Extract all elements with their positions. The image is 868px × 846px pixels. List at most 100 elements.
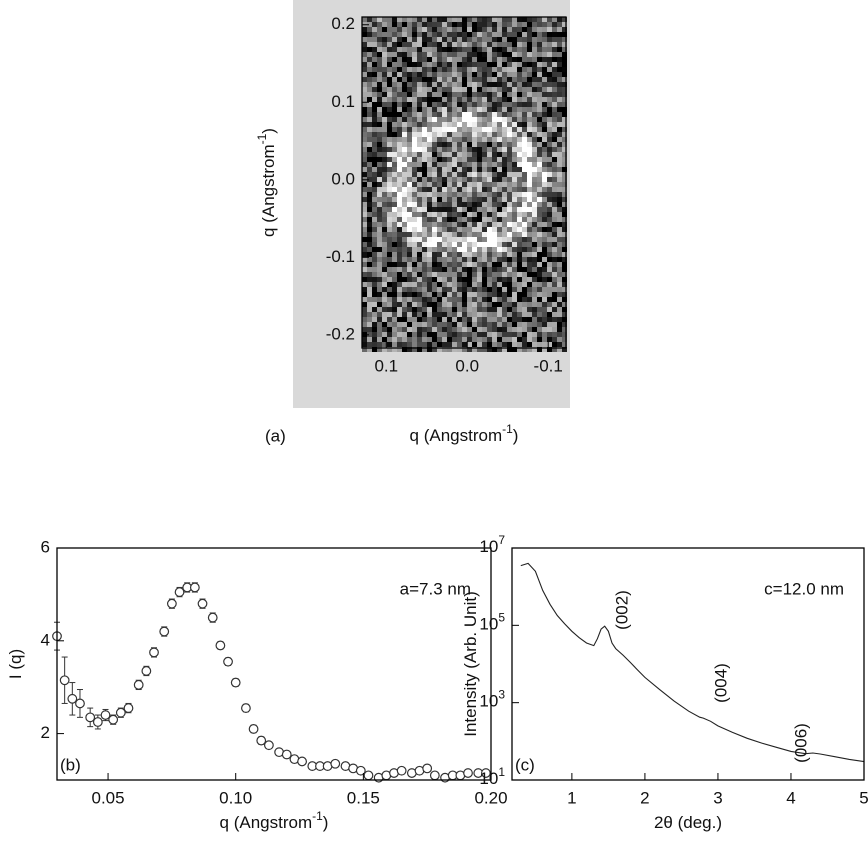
pixel xyxy=(417,312,422,317)
pixel xyxy=(407,317,412,322)
pixel xyxy=(552,247,557,252)
pixel xyxy=(387,272,392,277)
pixel xyxy=(542,172,547,177)
pixel xyxy=(557,287,562,292)
pixel xyxy=(477,142,482,147)
pixel xyxy=(547,192,552,197)
pixel xyxy=(362,227,367,232)
pixel xyxy=(547,312,552,317)
pixel xyxy=(492,162,497,167)
pixel xyxy=(542,157,547,162)
pixel xyxy=(552,17,557,22)
pixel xyxy=(412,92,417,97)
pixel xyxy=(487,177,492,182)
pixel xyxy=(547,332,552,337)
pixel xyxy=(537,192,542,197)
pixel xyxy=(507,207,512,212)
pixel xyxy=(477,157,482,162)
pixel xyxy=(362,212,367,217)
pixel xyxy=(457,92,462,97)
y-tick-label: -0.2 xyxy=(326,324,355,343)
pixel xyxy=(527,252,532,257)
pixel xyxy=(512,22,517,27)
pixel xyxy=(532,67,537,72)
pixel xyxy=(422,317,427,322)
pixel xyxy=(482,192,487,197)
pixel xyxy=(482,282,487,287)
pixel xyxy=(512,197,517,202)
pixel xyxy=(407,167,412,172)
pixel xyxy=(442,217,447,222)
pixel xyxy=(512,47,517,52)
pixel xyxy=(512,112,517,117)
x-tick-label: 0.1 xyxy=(374,356,398,375)
point xyxy=(123,703,134,713)
pixel xyxy=(492,157,497,162)
pixel xyxy=(537,232,542,237)
pixel xyxy=(442,322,447,327)
pixel xyxy=(532,302,537,307)
pixel xyxy=(492,262,497,267)
pixel xyxy=(512,347,517,352)
pixel xyxy=(517,17,522,22)
pixel xyxy=(547,267,552,272)
pixel xyxy=(432,152,437,157)
pixel xyxy=(447,127,452,132)
pixel xyxy=(477,322,482,327)
pixel xyxy=(362,82,367,87)
pixel xyxy=(397,32,402,37)
pixel xyxy=(502,82,507,87)
pixel xyxy=(367,97,372,102)
pixel xyxy=(457,202,462,207)
pixel xyxy=(382,257,387,262)
pixel xyxy=(372,342,377,347)
pixel xyxy=(467,157,472,162)
pixel xyxy=(532,222,537,227)
pixel xyxy=(412,52,417,57)
point xyxy=(149,647,159,658)
pixel xyxy=(507,27,512,32)
pixel xyxy=(427,302,432,307)
pixel xyxy=(497,32,502,37)
pixel xyxy=(377,277,382,282)
pixel xyxy=(532,132,537,137)
pixel xyxy=(467,152,472,157)
pixel xyxy=(497,272,502,277)
pixel xyxy=(512,222,517,227)
pixel xyxy=(472,327,477,332)
pixel xyxy=(407,72,412,77)
pixel xyxy=(397,67,402,72)
pixel xyxy=(472,192,477,197)
pixel xyxy=(532,242,537,247)
pixel xyxy=(537,317,542,322)
pixel xyxy=(487,127,492,132)
pixel xyxy=(552,147,557,152)
pixel xyxy=(462,22,467,27)
pixel xyxy=(377,312,382,317)
pixel xyxy=(492,282,497,287)
pixel xyxy=(442,182,447,187)
pixel xyxy=(402,267,407,272)
pixel xyxy=(547,112,552,117)
pixel xyxy=(562,147,567,152)
pixel xyxy=(482,247,487,252)
pixel xyxy=(387,262,392,267)
pixel xyxy=(552,142,557,147)
pixel xyxy=(442,232,447,237)
pixel xyxy=(402,222,407,227)
pixel xyxy=(462,72,467,77)
pixel xyxy=(552,182,557,187)
pixel xyxy=(527,162,532,167)
pixel xyxy=(382,137,387,142)
pixel xyxy=(387,237,392,242)
pixel xyxy=(542,257,547,262)
pixel xyxy=(417,32,422,37)
pixel xyxy=(442,312,447,317)
pixel xyxy=(367,157,372,162)
pixel xyxy=(507,57,512,62)
pixel xyxy=(417,302,422,307)
y-tick-base: 10 xyxy=(479,692,498,711)
pixel xyxy=(442,337,447,342)
pixel xyxy=(392,197,397,202)
pixel xyxy=(562,282,567,287)
